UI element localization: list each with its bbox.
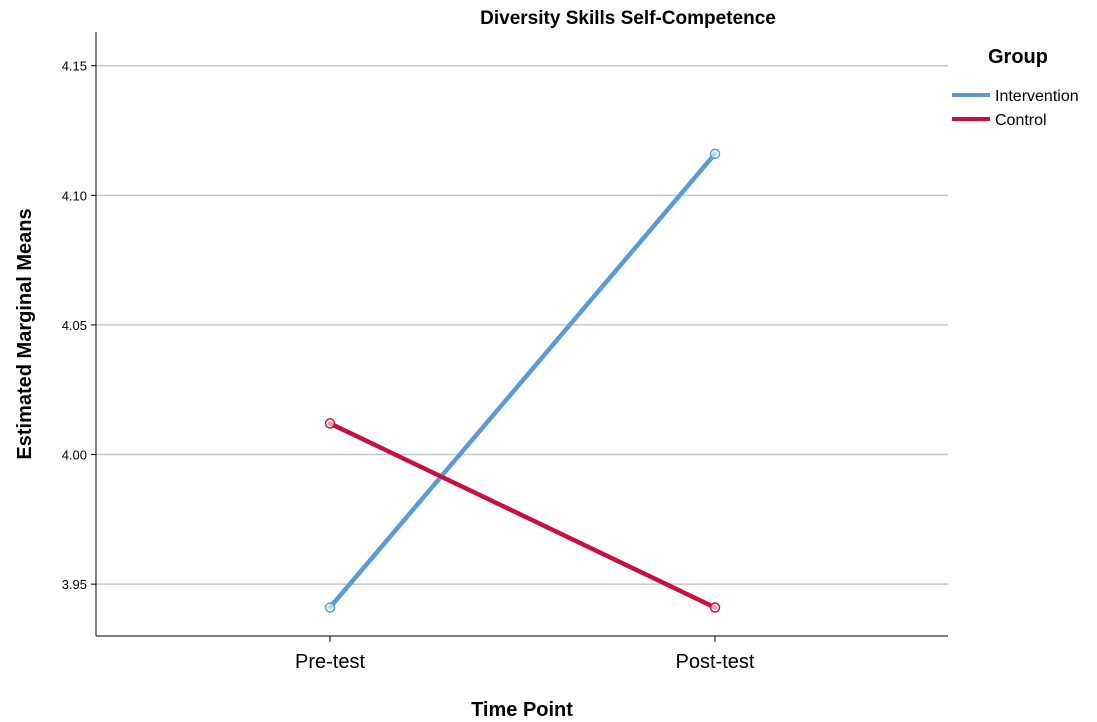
y-tick-label: 4.05 xyxy=(62,318,87,333)
y-axis-ticks: 3.95 4.00 4.05 4.10 4.15 xyxy=(62,59,96,592)
chart-title: Diversity Skills Self-Competence xyxy=(480,8,776,29)
x-axis-title: Time Point xyxy=(471,699,573,721)
legend-label-control: Control xyxy=(995,112,1047,129)
gridlines xyxy=(96,64,948,585)
series-line-control xyxy=(327,421,718,610)
legend: Group Intervention Control xyxy=(952,46,1079,129)
x-tick-label: Pre-test xyxy=(295,651,365,673)
x-tick-label: Post-test xyxy=(676,651,755,673)
series-lines xyxy=(324,148,721,613)
y-tick-label: 4.10 xyxy=(62,188,87,203)
y-tick-label: 4.00 xyxy=(62,448,87,463)
y-axis-title: Estimated Marginal Means xyxy=(14,208,36,459)
data-point-control xyxy=(709,602,721,613)
legend-label-intervention: Intervention xyxy=(995,88,1079,105)
data-point-intervention xyxy=(324,602,336,613)
x-axis-ticks: Pre-test Post-test xyxy=(295,636,755,673)
legend-title: Group xyxy=(988,46,1048,68)
y-tick-label: 3.95 xyxy=(62,577,87,592)
data-point-control xyxy=(324,418,336,429)
y-tick-label: 4.15 xyxy=(62,59,87,74)
data-point-intervention xyxy=(709,148,721,160)
series-line-intervention xyxy=(327,151,718,610)
